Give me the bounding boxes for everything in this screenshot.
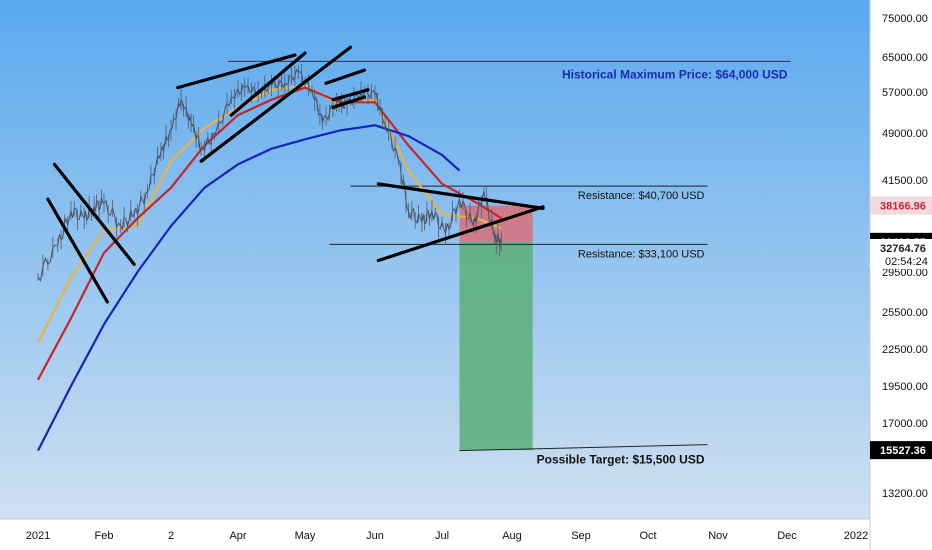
pattern-trend-line[interactable] (376, 205, 545, 263)
x-tick-label: Apr (229, 530, 246, 542)
pattern-trend-line[interactable] (199, 45, 353, 163)
x-tick-label: Nov (708, 530, 728, 542)
historical-max-label: Historical Maximum Price: $64,000 USD (562, 67, 788, 81)
pattern-trend-line[interactable] (324, 68, 367, 85)
target-line[interactable] (459, 444, 708, 452)
y-tick-label: 57000.00 (882, 87, 928, 99)
pattern-lines-layer (46, 45, 545, 304)
pattern-trend-line[interactable] (376, 182, 545, 210)
price-layer (37, 63, 502, 283)
x-tick-label: Jul (435, 530, 449, 542)
x-tick-label: May (295, 530, 316, 542)
moving-average-line (37, 124, 461, 452)
profit-target-zone[interactable] (459, 241, 533, 451)
position-layer (459, 205, 533, 451)
price-badge[interactable] (870, 238, 932, 269)
x-tick-label: Jun (366, 530, 384, 542)
y-tick-label: 17000.00 (882, 418, 928, 430)
y-tick-label: 29500.00 (882, 267, 928, 279)
x-tick-label: Sep (571, 530, 591, 542)
y-tick-label: 13200.00 (882, 488, 928, 500)
pattern-trend-line[interactable] (229, 51, 307, 117)
y-tick-label: 49000.00 (882, 128, 928, 140)
x-axis-panel[interactable] (0, 519, 870, 550)
pattern-trend-line[interactable] (331, 88, 370, 102)
y-tick-label: 19500.00 (882, 381, 928, 393)
pattern-trend-line[interactable] (46, 197, 109, 304)
y-tick-label: 75000.00 (882, 13, 928, 25)
price-badge[interactable] (870, 196, 932, 215)
annotation-labels-layer: Historical Maximum Price: $64,000 USD Res… (537, 67, 788, 466)
price-badge-value: 15527.36 (880, 445, 926, 457)
pattern-trend-line[interactable] (176, 53, 297, 90)
x-tick-label: 2 (168, 530, 174, 542)
price-badge-value: 32764.76 (880, 243, 926, 255)
pattern-trend-line[interactable] (52, 162, 136, 266)
y-tick-label: 41500.00 (882, 175, 928, 187)
pattern-trend-line[interactable] (331, 95, 367, 109)
horizontal-lines-layer (227, 60, 791, 452)
resistance-label: Resistance: $40,700 USD (578, 190, 705, 202)
y-tick-label: 25500.00 (882, 307, 928, 319)
target-label: Possible Target: $15,500 USD (537, 453, 705, 467)
price-badge[interactable] (870, 441, 932, 460)
price-badge-value: 38166.96 (880, 201, 926, 213)
x-tick-label: Oct (639, 530, 656, 542)
x-tick-label: Feb (95, 530, 114, 542)
y-tick-label: 65000.00 (882, 52, 928, 64)
resistance-label: Resistance: $33,100 USD (578, 248, 705, 260)
x-tick-label: Dec (777, 530, 797, 542)
price-badge-countdown: 02:54:24 (885, 256, 928, 268)
chart-background (0, 0, 870, 519)
x-tick-label: 2022 (844, 530, 868, 542)
x-tick-label: 2021 (26, 530, 50, 542)
y-tick-label: 22500.00 (882, 344, 928, 356)
x-tick-label: Aug (502, 530, 522, 542)
